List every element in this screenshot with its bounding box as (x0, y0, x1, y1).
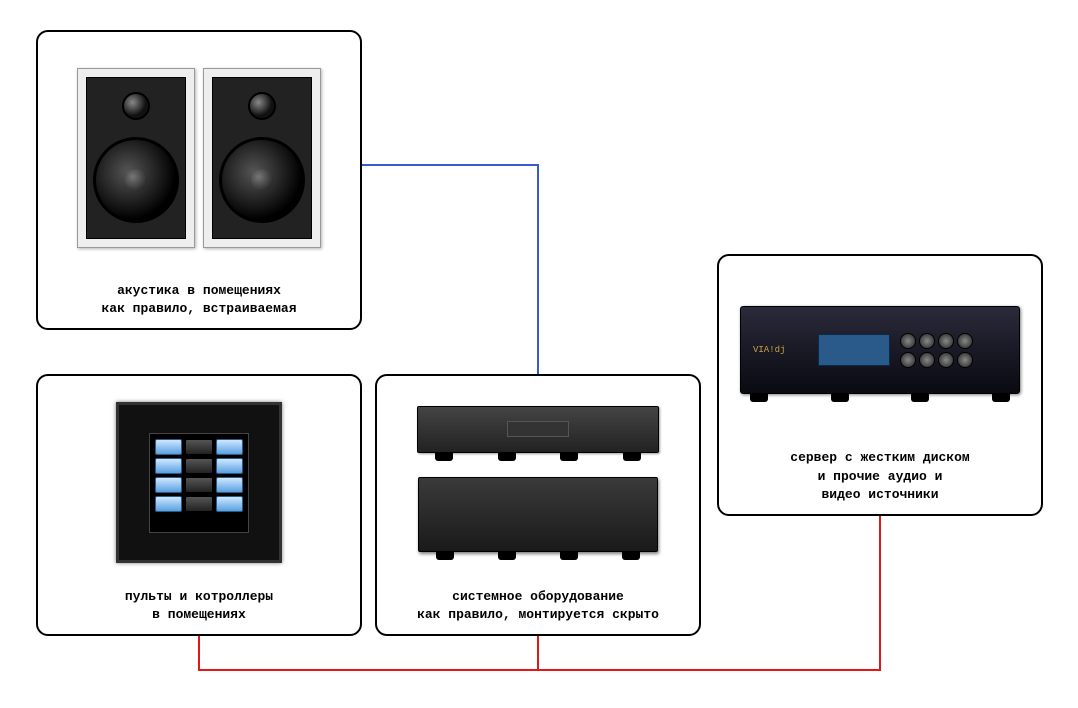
wall-controller (116, 402, 282, 563)
server-buttons (900, 333, 971, 366)
woofer-icon (219, 137, 305, 223)
server-image: VIA!dj (729, 266, 1031, 441)
controller-screen (149, 433, 249, 533)
wire-blue (362, 165, 538, 374)
box-controller: пульты и котроллеры в помещениях (36, 374, 362, 636)
box-speakers: акустика в помещениях как правило, встра… (36, 30, 362, 330)
media-server: VIA!dj (740, 306, 1020, 394)
tweeter-icon (248, 92, 276, 120)
box-system: системное оборудование как правило, монт… (375, 374, 701, 636)
amplifier-power (418, 477, 658, 552)
server-lcd (818, 334, 890, 366)
caption-speakers: акустика в помещениях как правило, встра… (101, 282, 296, 318)
wire-red-left (199, 636, 538, 670)
caption-server: сервер с жестким диском и прочие аудио и… (790, 449, 969, 504)
caption-controller: пульты и котроллеры в помещениях (125, 588, 273, 624)
box-server: VIA!dj сервер с жестким диском и прочие … (717, 254, 1043, 516)
server-brand: VIA!dj (753, 345, 808, 355)
speakers-image (48, 42, 350, 274)
system-image (387, 386, 689, 580)
equipment-rack (387, 406, 689, 560)
woofer-icon (93, 137, 179, 223)
amplifier-slim (417, 406, 659, 453)
speaker-left (77, 68, 195, 248)
speaker-right (203, 68, 321, 248)
tweeter-icon (122, 92, 150, 120)
controller-image (48, 386, 350, 580)
caption-system: системное оборудование как правило, монт… (417, 588, 659, 624)
